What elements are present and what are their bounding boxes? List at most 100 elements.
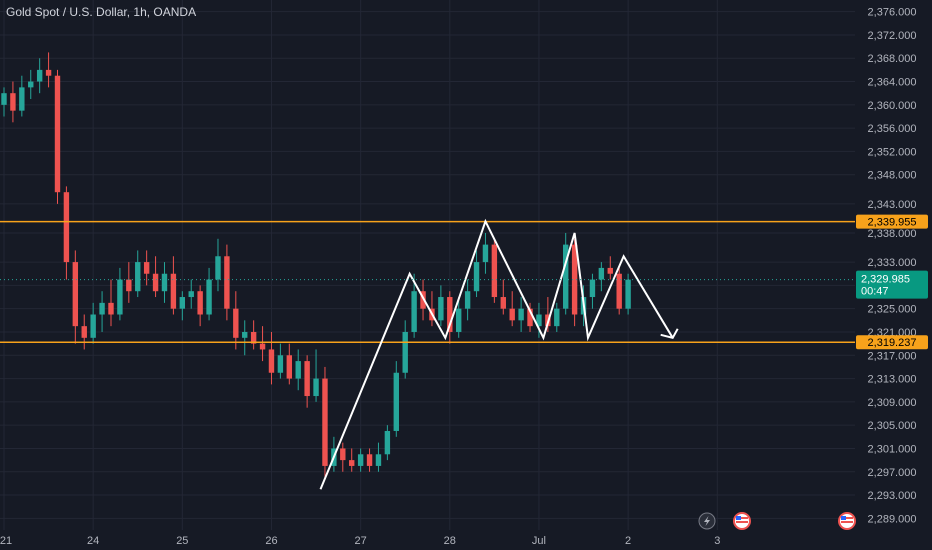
candle-body [162,274,167,291]
candle-body [180,297,185,309]
candle-body [99,303,104,315]
x-tick-label: 3 [714,535,720,547]
candle-body [233,309,238,338]
y-tick-label: 2,317.000 [868,350,917,362]
candle-body [153,274,158,291]
x-tick-label: 26 [265,535,277,547]
candle-body [90,315,95,338]
candle-body [189,291,194,297]
y-tick-label: 2,352.000 [868,146,917,158]
y-tick-label: 2,364.000 [868,77,917,89]
candle-body [82,326,87,338]
candle-body [385,431,390,454]
level-price-label: 2,339.955 [868,217,917,229]
candle-body [322,379,327,466]
candle-body [55,76,60,192]
candle-body [242,332,247,338]
y-tick-label: 2,348.000 [868,170,917,182]
us-flag-icon[interactable] [734,513,750,529]
candle-body [269,349,274,372]
candle-body [287,355,292,378]
x-tick-label: 24 [87,535,99,547]
candle-body [510,309,515,321]
candle-body [340,448,345,460]
candle-body [73,262,78,326]
candle-body [403,332,408,373]
countdown-label: 00:47 [861,286,889,298]
x-tick-label: 2 [625,535,631,547]
candle-body [394,373,399,431]
candle-body [64,192,69,262]
candle-body [126,280,131,292]
y-tick-label: 2,338.000 [868,228,917,240]
candle [563,233,568,315]
candle-body [260,344,265,350]
candle-body [554,309,559,326]
candle-body [616,274,621,309]
y-tick-label: 2,297.000 [868,467,917,479]
candle-body [171,274,176,309]
candle-body [37,70,42,82]
candle-body [28,82,33,88]
candle-body [456,309,461,332]
candle-body [438,297,443,320]
price-axis[interactable]: 2,376.000 2,372.000 2,368.000 2,364.000 2,36… [868,7,917,526]
chart-title: Gold Spot / U.S. Dollar, 1h, OANDA [6,5,196,19]
y-tick-label: 2,343.000 [868,199,917,211]
candle-body [10,93,15,110]
candle-body [144,262,149,274]
candle-body [625,280,630,309]
candle-body [492,245,497,297]
x-tick-label: 27 [355,535,367,547]
y-tick-label: 2,289.000 [868,513,917,525]
candle-body [465,291,470,308]
candle-body [367,454,372,466]
y-tick-label: 2,313.000 [868,374,917,386]
candle-body [376,454,381,466]
x-tick-label: 21 [0,535,12,547]
candle-body [19,87,24,110]
candle-body [358,454,363,466]
candle-body [483,245,488,262]
last-price-label: 2,329.985 [861,274,910,286]
y-tick-label: 2,309.000 [868,397,917,409]
y-tick-label: 2,368.000 [868,53,917,65]
candle [616,268,621,315]
x-tick-label: 28 [444,535,456,547]
candle-body [296,361,301,378]
y-tick-label: 2,293.000 [868,490,917,502]
candle-body [501,297,506,309]
candle [322,367,327,478]
y-tick-label: 2,325.000 [868,304,917,316]
y-tick-label: 2,333.000 [868,257,917,269]
candle-body [206,280,211,315]
y-tick-label: 2,376.000 [868,7,917,19]
candle-body [411,291,416,332]
candle-body [278,355,283,372]
y-tick-label: 2,360.000 [868,100,917,112]
x-tick-label: 25 [176,535,188,547]
x-tick-label: Jul [532,535,546,547]
candle-body [1,93,6,105]
candle-body [108,303,113,315]
y-tick-label: 2,305.000 [868,420,917,432]
candle-body [474,262,479,291]
candle-body [313,379,318,396]
candle-body [590,280,595,297]
candle-body [518,309,523,321]
candle [492,239,497,303]
candle-body [46,70,51,76]
candle-body [224,256,229,308]
candle-body [599,268,604,280]
us-flag-icon[interactable] [839,513,855,529]
y-tick-label: 2,301.000 [868,443,917,455]
candle-body [215,256,220,279]
candle-body [304,361,309,396]
y-tick-label: 2,356.000 [868,123,917,135]
candle-body [117,280,122,315]
y-tick-label: 2,372.000 [868,30,917,42]
lightning-icon[interactable] [699,513,715,529]
candle [55,70,60,204]
candle-body [608,268,613,274]
